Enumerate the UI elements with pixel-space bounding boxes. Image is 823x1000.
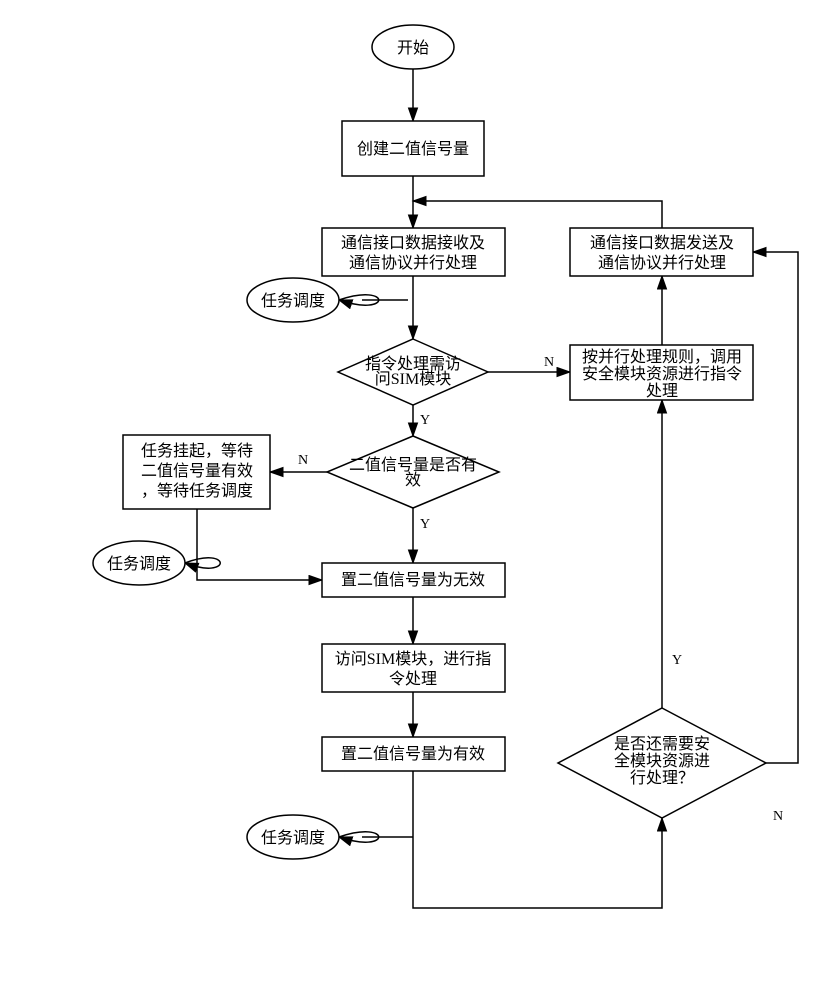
task-schedule-1-label: 任务调度 [261, 292, 325, 310]
task-schedule-3-label: 任务调度 [261, 829, 325, 847]
parallel-rule-line1: 按并行处理规则，调用 [582, 348, 742, 366]
suspend-line1: 任务挂起，等待 [141, 442, 253, 460]
set-invalid-label: 置二值信号量为无效 [341, 571, 485, 589]
task-schedule-2-label: 任务调度 [107, 555, 171, 573]
start-node: 开始 [372, 25, 454, 69]
set-valid-label: 置二值信号量为有效 [341, 745, 485, 763]
need-sim-y-label: Y [420, 413, 430, 428]
access-sim-line2: 令处理 [389, 670, 437, 688]
semaphore-valid-decision: 二值信号量是否有 效 [327, 436, 499, 508]
sem-valid-y-label: Y [420, 517, 430, 532]
receive-label-line1: 通信接口数据接收及 [341, 234, 485, 252]
receive-box: 通信接口数据接收及 通信协议并行处理 [322, 228, 505, 276]
create-semaphore-label: 创建二值信号量 [357, 140, 469, 158]
set-valid-box: 置二值信号量为有效 [322, 737, 505, 771]
send-line2: 通信协议并行处理 [598, 254, 726, 272]
sem-valid-n-label: N [298, 453, 308, 468]
need-more-decision: 是否还需要安 全模块资源进 行处理？ [558, 708, 766, 818]
access-sim-box: 访问SIM模块，进行指 令处理 [322, 644, 505, 692]
send-line1: 通信接口数据发送及 [590, 234, 734, 252]
start-label: 开始 [397, 39, 429, 57]
suspend-line3: ，等待任务调度 [141, 482, 253, 500]
task-schedule-3: 任务调度 [247, 815, 339, 859]
create-semaphore-box: 创建二值信号量 [342, 121, 484, 176]
suspend-line2: 二值信号量有效 [141, 462, 253, 480]
task-schedule-2: 任务调度 [93, 541, 185, 585]
task-schedule-1: 任务调度 [247, 278, 339, 322]
need-more-line1: 是否还需要安 [614, 735, 710, 753]
need-sim-n-label: N [544, 355, 554, 370]
parallel-rule-box: 按并行处理规则，调用 安全模块资源进行指令 处理 [570, 345, 753, 400]
parallel-rule-line3: 处理 [646, 382, 678, 400]
receive-label-line2: 通信协议并行处理 [349, 254, 477, 272]
set-invalid-box: 置二值信号量为无效 [322, 563, 505, 597]
send-box: 通信接口数据发送及 通信协议并行处理 [570, 228, 753, 276]
sem-valid-line2: 效 [405, 471, 421, 489]
need-more-y-label: Y [672, 653, 682, 668]
parallel-rule-line2: 安全模块资源进行指令 [582, 365, 742, 383]
suspend-box: 任务挂起，等待 二值信号量有效 ，等待任务调度 [123, 435, 270, 509]
need-sim-line2: 问SIM模块 [375, 370, 451, 388]
need-more-line3: 行处理？ [630, 769, 694, 787]
access-sim-line1: 访问SIM模块，进行指 [335, 650, 491, 668]
need-more-line2: 全模块资源进 [614, 752, 710, 770]
need-more-n-label: N [773, 809, 783, 824]
need-sim-decision: 指令处理需访 问SIM模块 [338, 339, 488, 405]
